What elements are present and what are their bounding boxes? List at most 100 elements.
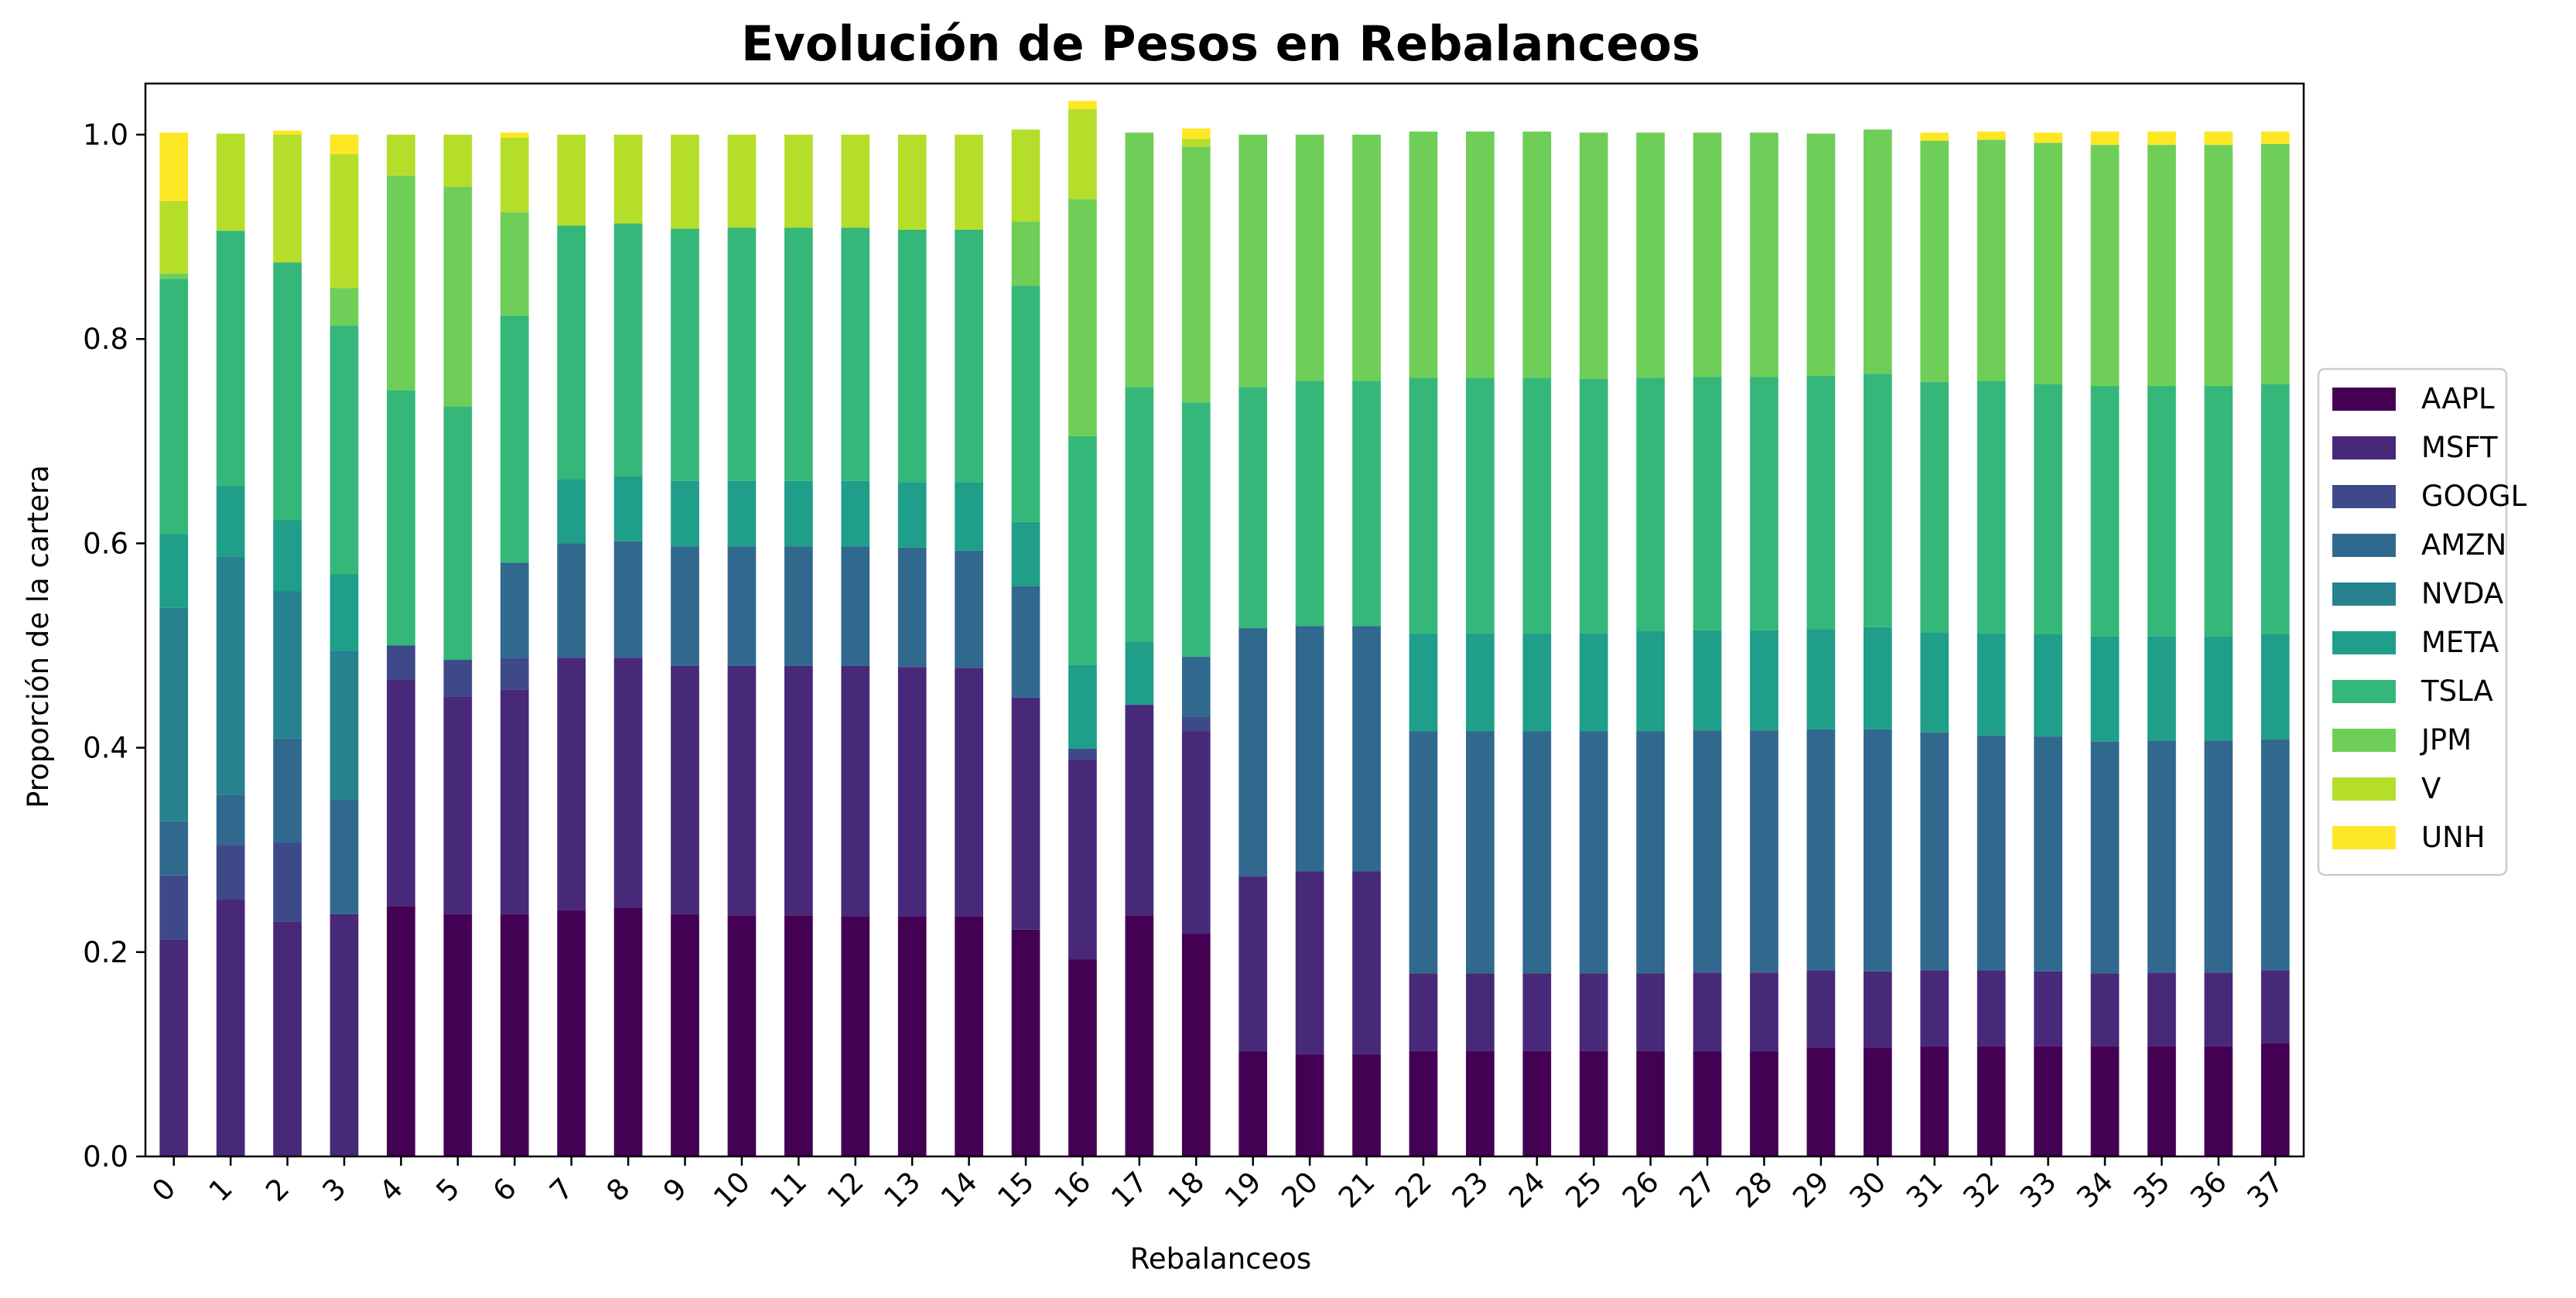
bar-segment-msft-36 [2204, 972, 2233, 1047]
bar-segment-v-7 [557, 135, 586, 226]
x-tick-label: 35 [2127, 1165, 2177, 1214]
bar-segment-aapl-20 [1295, 1054, 1324, 1156]
bar-segment-tsla-30 [1863, 374, 1892, 627]
y-tick-label: 0.2 [83, 936, 128, 969]
bar-segment-tsla-9 [671, 228, 699, 481]
x-tick-label: 18 [1162, 1165, 1211, 1214]
legend-label-unh: UNH [2421, 821, 2485, 854]
legend-swatch-nvda [2332, 582, 2396, 606]
bar-segment-jpm-20 [1295, 135, 1324, 381]
bar-segment-amzn-33 [2034, 736, 2062, 972]
bar-segment-nvda-0 [159, 607, 189, 821]
bar-segment-v-1 [216, 133, 245, 231]
bar-segment-googl-18 [1181, 716, 1211, 732]
bar-segment-jpm-4 [387, 175, 415, 391]
bar-segment-jpm-17 [1125, 132, 1154, 388]
bar-segment-tsla-12 [841, 227, 870, 481]
bar-segment-unh-2 [273, 130, 302, 135]
bar-segment-msft-27 [1693, 972, 1722, 1051]
bar-segment-aapl-22 [1409, 1050, 1438, 1156]
bar-segment-jpm-28 [1750, 132, 1778, 377]
bar-segment-v-9 [671, 135, 699, 229]
bar-segment-tsla-36 [2204, 386, 2233, 637]
bar-segment-tsla-37 [2260, 384, 2290, 634]
bar-segment-aapl-31 [1920, 1046, 1949, 1156]
bar-segment-v-4 [387, 135, 415, 176]
bar-segment-tsla-20 [1295, 381, 1324, 627]
bar-segment-v-12 [841, 135, 870, 228]
bar-segment-meta-34 [2090, 636, 2120, 742]
bar-segment-tsla-32 [1976, 381, 2006, 634]
bar-segment-meta-25 [1579, 633, 1608, 732]
bar-segment-msft-17 [1125, 705, 1154, 916]
bar-segment-msft-19 [1238, 876, 1268, 1051]
bar-segment-aapl-4 [387, 906, 415, 1156]
bar-segment-msft-6 [500, 689, 529, 914]
bar-segment-tsla-5 [443, 406, 473, 661]
bar-segment-jpm-24 [1522, 132, 1552, 378]
bar-segment-amzn-3 [330, 799, 359, 914]
bar-segment-msft-4 [387, 679, 415, 907]
bar-segment-aapl-24 [1522, 1050, 1552, 1156]
bar-segment-msft-0 [159, 939, 189, 1156]
bar-segment-jpm-33 [2034, 142, 2062, 384]
bar-segment-msft-31 [1920, 970, 1949, 1047]
bar-segment-msft-33 [2034, 971, 2062, 1047]
bar-segment-aapl-11 [784, 915, 813, 1156]
bar-segment-tsla-31 [1920, 381, 1949, 633]
bar-segment-msft-9 [671, 665, 699, 914]
bar-segment-nvda-2 [273, 591, 302, 739]
bar-segment-amzn-26 [1636, 731, 1666, 974]
bar-segment-unh-35 [2147, 132, 2176, 145]
bar-segment-meta-28 [1750, 630, 1778, 731]
bar-segment-tsla-3 [330, 326, 359, 575]
bar-segment-googl-0 [159, 875, 189, 940]
bar-segment-aapl-29 [1806, 1047, 1836, 1156]
x-tick-label: 28 [1730, 1165, 1779, 1214]
bar-segment-jpm-32 [1976, 139, 2006, 381]
bar-segment-msft-22 [1409, 973, 1438, 1051]
bar-segment-aapl-6 [500, 914, 529, 1156]
bar-segment-aapl-17 [1125, 915, 1154, 1156]
bar-segment-tsla-28 [1750, 377, 1778, 630]
bar-segment-tsla-26 [1636, 377, 1666, 632]
bar-segment-aapl-32 [1976, 1046, 2006, 1156]
bar-segment-aapl-36 [2204, 1046, 2233, 1156]
bar-segment-aapl-13 [897, 916, 927, 1156]
bar-segment-aapl-37 [2260, 1043, 2290, 1156]
bar-segment-tsla-33 [2034, 384, 2062, 634]
bar-segment-meta-2 [273, 520, 302, 592]
bar-segment-tsla-15 [1011, 285, 1040, 522]
bar-segment-msft-37 [2260, 970, 2290, 1044]
bar-segment-jpm-26 [1636, 132, 1666, 378]
x-tick-label: 19 [1218, 1165, 1268, 1214]
bar-segment-jpm-18 [1181, 146, 1211, 403]
bar-segment-unh-0 [159, 132, 189, 201]
legend-label-msft: MSFT [2421, 431, 2498, 464]
bar-segment-tsla-23 [1466, 377, 1495, 634]
bar-segment-aapl-23 [1466, 1050, 1495, 1156]
bar-segment-jpm-6 [500, 212, 529, 316]
x-tick-label: 10 [707, 1165, 757, 1214]
bar-segment-v-11 [784, 135, 813, 228]
bar-segment-tsla-17 [1125, 387, 1154, 642]
x-tick-label: 2 [259, 1172, 296, 1208]
bar-segment-meta-0 [159, 534, 189, 608]
bar-segment-meta-29 [1806, 629, 1836, 729]
x-tick-label: 11 [764, 1165, 814, 1214]
x-tick-label: 15 [991, 1165, 1040, 1214]
bar-segment-jpm-19 [1238, 135, 1268, 388]
bar-segment-aapl-35 [2147, 1046, 2176, 1156]
bar-segment-meta-31 [1920, 632, 1949, 733]
y-axis-label: Proporción de la cartera [22, 465, 55, 808]
bar-segment-meta-7 [557, 479, 586, 544]
bar-segment-aapl-30 [1863, 1047, 1892, 1156]
bar-segment-jpm-16 [1068, 199, 1097, 436]
bar-segment-v-10 [727, 135, 757, 228]
legend-swatch-aapl [2332, 388, 2396, 411]
bar-segment-unh-6 [500, 132, 529, 138]
bar-segment-tsla-21 [1352, 381, 1381, 627]
bar-segment-jpm-31 [1920, 140, 1949, 382]
bar-segment-unh-31 [1920, 132, 1949, 141]
